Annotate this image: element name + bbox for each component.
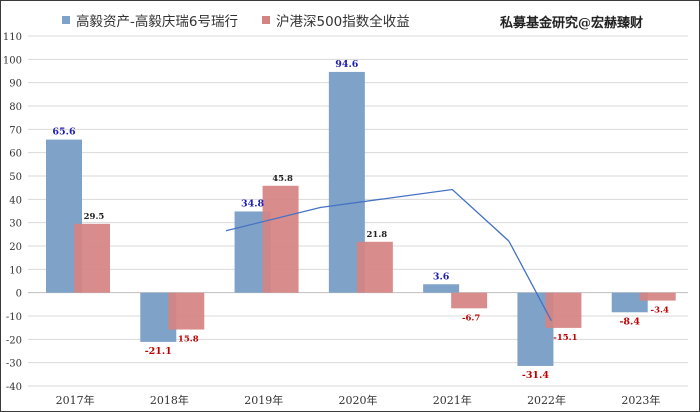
data-label-series-a: 94.6 <box>335 59 359 70</box>
legend-swatch-series-a <box>62 16 70 24</box>
x-tick-label: 2020年 <box>339 393 378 407</box>
bar-series-b <box>545 292 582 328</box>
data-label-series-a: 65.6 <box>52 127 76 138</box>
bar-series-b <box>451 292 488 309</box>
data-label-series-a: -31.4 <box>522 370 549 381</box>
y-tick-label: -10 <box>6 312 22 323</box>
data-label-series-b: 15.8 <box>178 335 199 345</box>
bar-series-a <box>423 284 460 293</box>
data-label-series-b: 29.5 <box>84 212 105 222</box>
data-label-series-a: 3.6 <box>433 271 450 282</box>
y-tick-label: 0 <box>16 289 22 300</box>
data-label-series-a: -8.4 <box>619 316 640 327</box>
x-tick-label: 2023年 <box>621 393 660 407</box>
watermark: 私募基金研究@宏赫臻财 <box>500 16 644 31</box>
legend-label-series-a: 高毅资产-高毅庆瑞6号瑞行 <box>76 14 238 30</box>
bar-series-b <box>639 292 676 301</box>
bar-layer <box>46 71 676 366</box>
y-tick-label: 20 <box>9 242 22 253</box>
bar-series-b <box>168 292 205 330</box>
y-tick-label: 40 <box>9 195 22 206</box>
y-tick-label: 70 <box>9 125 22 136</box>
bar-series-b <box>74 223 110 293</box>
y-tick-label: 80 <box>9 102 22 113</box>
data-label-series-b: 21.8 <box>367 230 388 240</box>
overlay-line <box>225 188 552 322</box>
legend-item-series-b[interactable]: 沪港深500指数全收益 <box>262 10 410 30</box>
data-label-series-b: -3.4 <box>651 306 669 316</box>
data-label-series-b: 45.8 <box>272 174 293 184</box>
y-tick-label: -40 <box>6 382 22 393</box>
label-layer: 65.6 29.5 -21.1 15.8 34.8 45.8 94.6 21.8 3.6 -6.7… <box>52 59 669 381</box>
x-tick-label: 2022年 <box>527 393 566 407</box>
y-tick-label: 30 <box>9 219 22 230</box>
line-layer <box>225 188 552 322</box>
bar-series-a <box>611 292 648 313</box>
axis-layer: -40 -30 -20 -10 0 10 20 30 40 50 60 70 80 90 100 110 201… <box>3 32 660 407</box>
legend-swatch-series-b <box>262 16 270 24</box>
data-label-series-a: -21.1 <box>145 346 172 357</box>
data-label-series-a: 34.8 <box>241 198 265 209</box>
x-tick-label: 2021年 <box>433 393 472 407</box>
y-tick-label: 90 <box>9 79 22 90</box>
bar-series-b <box>262 185 299 293</box>
data-label-series-b: -6.7 <box>462 313 480 323</box>
legend-item-series-a[interactable]: 高毅资产-高毅庆瑞6号瑞行 <box>62 10 238 30</box>
y-tick-label: 50 <box>9 172 22 183</box>
bar-series-b <box>356 241 393 293</box>
y-tick-label: 10 <box>9 265 22 276</box>
y-tick-label: 100 <box>3 55 22 66</box>
y-tick-label: -30 <box>6 359 22 370</box>
x-tick-label: 2019年 <box>244 393 283 407</box>
data-label-series-b: -15.1 <box>553 333 577 343</box>
y-tick-label: 110 <box>3 32 22 43</box>
y-tick-label: 60 <box>9 149 22 160</box>
y-tick-label: -20 <box>6 335 22 346</box>
x-tick-label: 2018年 <box>150 393 189 407</box>
legend-label-series-b: 沪港深500指数全收益 <box>276 14 410 30</box>
x-tick-label: 2017年 <box>56 393 95 407</box>
